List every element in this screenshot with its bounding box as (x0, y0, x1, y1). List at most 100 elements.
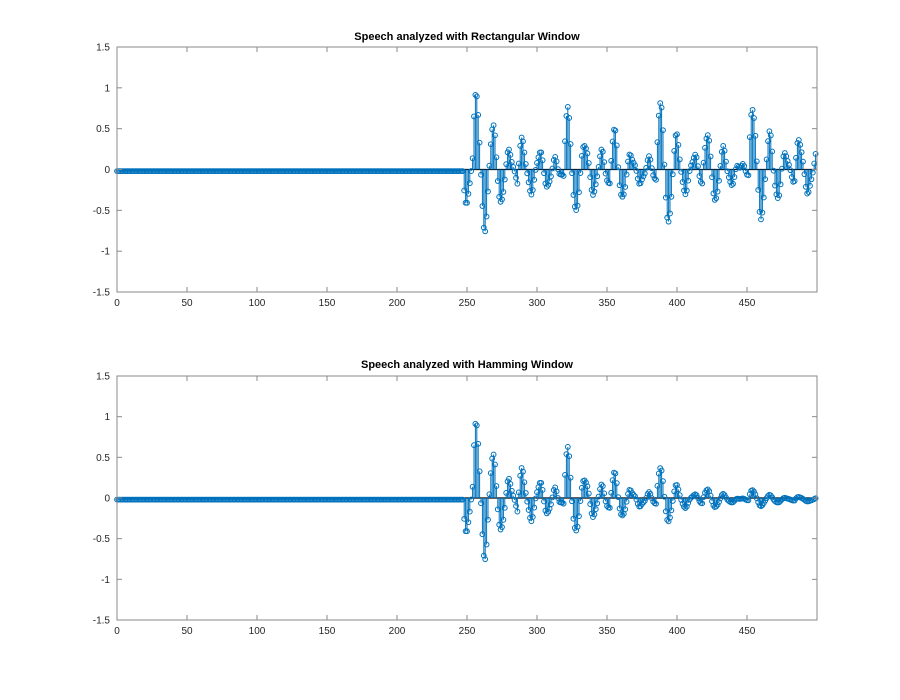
stem-marker (492, 132, 498, 139)
stem-marker (620, 191, 627, 198)
stem-marker (466, 508, 473, 515)
stem-marker (693, 492, 700, 499)
stem-marker (653, 500, 659, 507)
stem-marker (571, 203, 578, 210)
stem-marker (613, 142, 620, 149)
stem-marker (749, 106, 756, 113)
stem-marker (576, 189, 582, 196)
stem-marker (529, 514, 536, 520)
stem-marker (683, 187, 690, 194)
x-tick-label: 50 (181, 626, 193, 637)
stem-marker (527, 187, 533, 194)
stem-marker (475, 440, 482, 447)
stem-marker (809, 169, 816, 176)
stem-marker (676, 156, 683, 163)
stem-marker (629, 156, 636, 163)
stem-marker (749, 487, 756, 494)
stem-marker (475, 112, 482, 118)
stem-marker (464, 199, 470, 206)
stem-marker (606, 504, 613, 511)
stem-marker (584, 150, 591, 157)
stem-marker (730, 180, 736, 187)
stem-marker (675, 486, 682, 493)
stem-marker (559, 499, 566, 506)
stem-marker (752, 132, 759, 139)
stem-marker (585, 490, 592, 497)
y-tick-label: -0.5 (93, 534, 111, 545)
y-tick-label: -1.5 (93, 616, 111, 627)
stem-marker (564, 104, 571, 110)
stem-marker (599, 148, 606, 155)
stem-marker (506, 146, 512, 153)
stem-marker (720, 490, 727, 497)
x-tick-label: 450 (739, 626, 756, 637)
stem-marker (672, 132, 679, 139)
stem-marker (548, 173, 554, 180)
stem-marker (560, 500, 567, 507)
stem-marker (704, 486, 711, 493)
y-tick-label: -1 (101, 247, 110, 258)
stem-marker (480, 552, 487, 559)
stem-marker (473, 93, 480, 100)
stem-marker (623, 498, 630, 505)
x-tick-label: 250 (459, 298, 476, 309)
stem-marker (612, 127, 619, 134)
stem-marker (619, 512, 626, 519)
stem-marker (622, 506, 629, 513)
stem-marker (639, 176, 645, 183)
stem-marker (567, 474, 574, 481)
stem-marker (745, 172, 752, 179)
stem-marker (577, 170, 584, 176)
stem-marker (665, 218, 672, 225)
stem-marker (807, 182, 813, 189)
stem-marker (751, 115, 757, 121)
stem-marker (753, 158, 760, 165)
stem-marker (531, 176, 538, 183)
y-tick-label: 0.5 (96, 124, 110, 135)
stem-marker (745, 497, 752, 504)
stem-marker (704, 132, 711, 139)
stem-marker (566, 453, 573, 460)
stem-marker (637, 180, 644, 187)
stem-marker (483, 541, 490, 548)
x-tick-label: 200 (389, 626, 406, 637)
stem-marker (615, 494, 622, 500)
stem-marker (490, 451, 497, 458)
stem-marker (480, 224, 487, 231)
y-tick-label: 0 (104, 494, 110, 505)
stem-marker (668, 193, 675, 200)
stem-marker (723, 158, 729, 165)
stem-marker (464, 528, 470, 535)
stem-marker (499, 196, 505, 203)
stem-marker (559, 171, 566, 178)
x-tick-label: 50 (181, 298, 193, 309)
stem-marker (583, 145, 589, 152)
stem-marker (669, 171, 676, 178)
stem-marker (641, 497, 648, 504)
stem-marker (641, 170, 648, 177)
stem-marker (759, 209, 766, 216)
stem-marker (786, 161, 792, 168)
stem-marker (647, 156, 654, 163)
stem-marker (760, 194, 767, 201)
stem-marker (695, 163, 701, 170)
stem-marker (532, 166, 539, 173)
axes: 0 50 100 150 200 250 300 350 400 450 -1.5 -1 -0.5 0 0.… (93, 372, 818, 637)
stem-marker (693, 154, 700, 161)
stem-marker (518, 465, 525, 471)
stem-marker (669, 498, 676, 504)
stem-marker (527, 514, 533, 521)
stem-marker (683, 503, 690, 510)
x-tick-label: 350 (599, 626, 616, 637)
stem-marker (507, 151, 514, 158)
stem-marker (612, 470, 619, 477)
stem-marker (468, 496, 475, 503)
stem-marker (714, 501, 721, 508)
stem-marker (767, 132, 774, 139)
stem-marker (800, 158, 806, 165)
stem-marker (590, 192, 596, 198)
stem-marker (485, 516, 491, 523)
stem-marker (514, 180, 521, 187)
stem-marker (808, 176, 815, 183)
stem-marker (630, 491, 637, 498)
